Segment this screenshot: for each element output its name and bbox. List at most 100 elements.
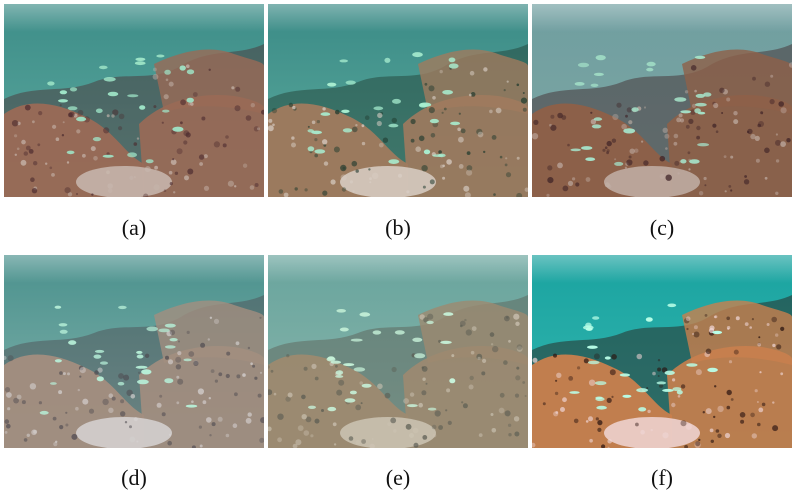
fish xyxy=(145,159,154,164)
fish xyxy=(407,404,418,408)
fish xyxy=(127,94,139,98)
fish xyxy=(136,350,143,354)
fish xyxy=(437,153,446,158)
fish xyxy=(591,124,602,129)
fish xyxy=(179,65,186,71)
fish xyxy=(335,370,344,375)
fish xyxy=(107,91,119,97)
fish xyxy=(636,388,648,393)
fish xyxy=(66,150,75,155)
fish xyxy=(570,148,581,152)
fish xyxy=(569,391,580,394)
fish xyxy=(585,157,596,161)
fish xyxy=(118,305,127,310)
panel-b-image xyxy=(268,4,528,197)
panel-e-image xyxy=(268,255,528,448)
fish xyxy=(448,63,459,69)
fish xyxy=(102,154,114,158)
fish xyxy=(350,338,363,342)
fish xyxy=(135,57,146,61)
fish xyxy=(58,99,68,103)
coral-reef-scene xyxy=(268,255,528,448)
caption-c: (c) xyxy=(649,215,675,240)
fish xyxy=(656,381,667,385)
fish xyxy=(136,354,144,359)
fish xyxy=(135,365,148,369)
fish xyxy=(448,57,456,63)
fish xyxy=(426,320,434,325)
fish xyxy=(372,330,382,335)
panel-c-image xyxy=(532,4,792,197)
fish xyxy=(664,370,675,375)
fish xyxy=(662,388,674,392)
fish xyxy=(593,72,604,76)
fish xyxy=(450,121,461,126)
fish xyxy=(327,406,337,412)
coral-right xyxy=(139,345,264,448)
fish xyxy=(680,159,687,164)
coral-upper-right xyxy=(418,49,528,114)
fish xyxy=(694,108,701,114)
fish xyxy=(595,55,606,61)
fish xyxy=(394,330,405,335)
coral-upper-right xyxy=(418,300,528,365)
coral-upper-right xyxy=(682,49,792,114)
fish xyxy=(577,62,590,68)
fish xyxy=(412,52,423,58)
fish xyxy=(335,375,344,378)
fish xyxy=(697,143,710,147)
fish xyxy=(47,81,55,86)
fish xyxy=(59,329,68,334)
caption-f: (f) xyxy=(651,465,673,490)
fish xyxy=(158,328,170,333)
fish xyxy=(92,137,102,142)
caption-a: (a) xyxy=(121,215,147,240)
fish xyxy=(686,363,698,367)
fish xyxy=(443,312,454,316)
coral-reef-scene xyxy=(4,4,264,197)
coral-reef-scene xyxy=(4,255,264,448)
fish xyxy=(139,105,146,110)
fish xyxy=(349,390,357,395)
fish xyxy=(76,116,87,122)
fish xyxy=(414,353,426,359)
fish xyxy=(186,97,194,103)
fish xyxy=(392,98,401,104)
coral-reef-scene xyxy=(532,255,792,448)
fish xyxy=(595,397,605,402)
fish xyxy=(631,107,639,112)
fish xyxy=(342,128,353,133)
fish xyxy=(169,338,178,342)
fish xyxy=(361,383,372,388)
fish xyxy=(93,354,102,359)
fish xyxy=(646,61,656,67)
fish xyxy=(344,398,356,403)
fish xyxy=(593,117,603,121)
caption-e: (e) xyxy=(385,465,411,490)
water-surface xyxy=(4,4,264,32)
sand-patch xyxy=(76,417,172,448)
fish xyxy=(694,55,706,60)
fish xyxy=(183,358,192,362)
fish xyxy=(137,379,149,385)
fish xyxy=(58,323,68,327)
fish xyxy=(164,323,176,328)
fish xyxy=(141,369,152,375)
panel-d-image xyxy=(4,255,264,448)
fish xyxy=(594,381,607,386)
coral-right xyxy=(667,94,792,197)
sand-patch xyxy=(76,166,172,197)
fish xyxy=(388,159,400,165)
fish xyxy=(341,109,350,114)
fish xyxy=(156,54,165,58)
fish xyxy=(587,360,600,365)
panel-a-image xyxy=(4,4,264,197)
fish xyxy=(162,109,170,113)
fish xyxy=(164,69,171,75)
water-surface xyxy=(4,255,264,283)
fish xyxy=(373,106,384,111)
fish xyxy=(604,356,611,360)
fish xyxy=(99,65,108,70)
fish xyxy=(619,373,631,377)
fish xyxy=(592,316,600,320)
